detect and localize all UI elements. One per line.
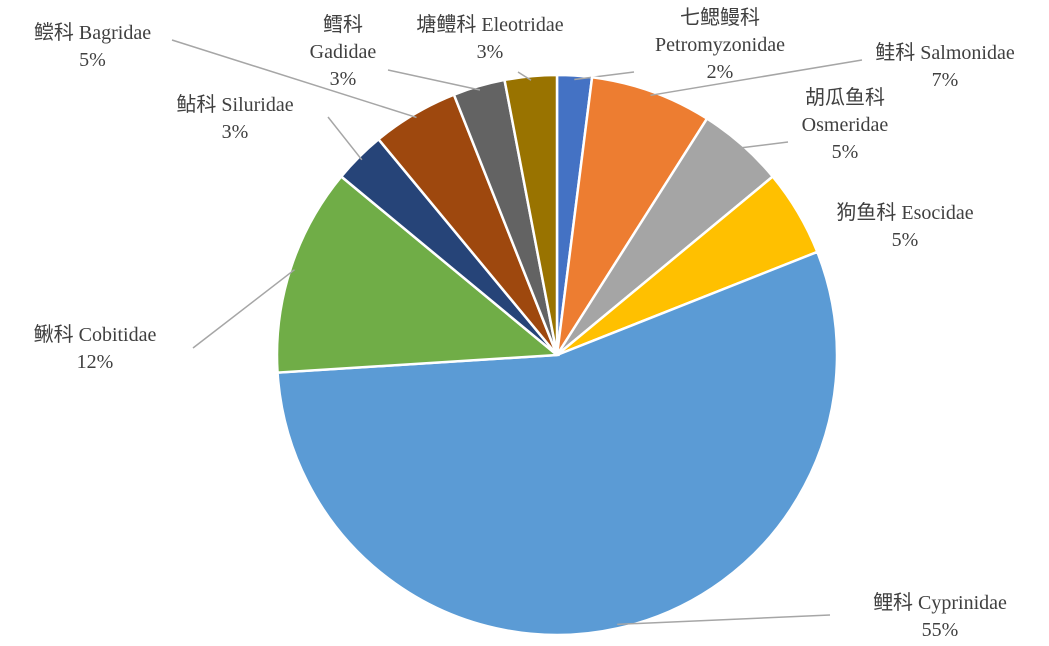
category-label: 七鳃鳗科 Petromyzonidae	[655, 7, 785, 56]
data-label: 鲤科 Cyprinidae 55%	[830, 590, 1049, 644]
category-label: 鳕科 Gadidae	[309, 14, 377, 63]
category-label: 胡瓜鱼科 Osmeridae	[801, 87, 889, 136]
value-label: 5%	[79, 49, 106, 71]
data-label: 胡瓜鱼科 Osmeridae 5%	[775, 85, 915, 166]
leader-line	[387, 69, 481, 91]
pie-slice	[275, 174, 561, 374]
value-label: 12%	[76, 351, 114, 373]
leader-line	[574, 71, 635, 81]
leader-line	[517, 71, 532, 81]
leader-line	[617, 614, 831, 626]
category-label: 鲤科 Cyprinidae	[873, 592, 1007, 614]
pie-slice	[555, 75, 709, 356]
data-label: 鳕科 Gadidae 3%	[293, 12, 393, 93]
value-label: 3%	[476, 41, 504, 63]
data-label: 鲑科 Salmonidae 7%	[835, 40, 1049, 94]
leader-line	[327, 116, 363, 161]
data-label: 塘鳢科 Eleotridae 3%	[380, 12, 600, 66]
data-label: 鲿科 Bagridae 5%	[0, 20, 185, 74]
value-label: 7%	[931, 69, 959, 91]
leader-line	[171, 39, 417, 119]
leader-line	[650, 59, 863, 97]
category-label: 塘鳢科 Eleotridae	[416, 14, 564, 36]
value-label: 5%	[831, 141, 859, 163]
category-label: 狗鱼科 Esocidae	[836, 202, 974, 224]
data-label: 七鳃鳗科 Petromyzonidae 2%	[630, 5, 810, 86]
category-label: 鲇科 Siluridae	[176, 94, 294, 116]
leader-line	[192, 269, 295, 349]
data-label: 鳅科 Cobitidae 12%	[0, 322, 190, 376]
category-label: 鲿科 Bagridae	[33, 22, 152, 44]
value-label: 2%	[706, 61, 734, 83]
category-label: 鳅科 Cobitidae	[33, 324, 157, 346]
value-label: 5%	[891, 229, 919, 251]
data-label: 鲇科 Siluridae 3%	[135, 92, 335, 146]
value-label: 3%	[221, 121, 249, 143]
value-label: 3%	[329, 68, 357, 90]
category-label: 鲑科 Salmonidae	[875, 42, 1015, 64]
value-label: 55%	[921, 619, 959, 641]
pie-slice	[503, 73, 559, 356]
leader-line	[739, 141, 789, 149]
data-label: 狗鱼科 Esocidae 5%	[790, 200, 1020, 254]
pie-slice	[276, 250, 839, 637]
